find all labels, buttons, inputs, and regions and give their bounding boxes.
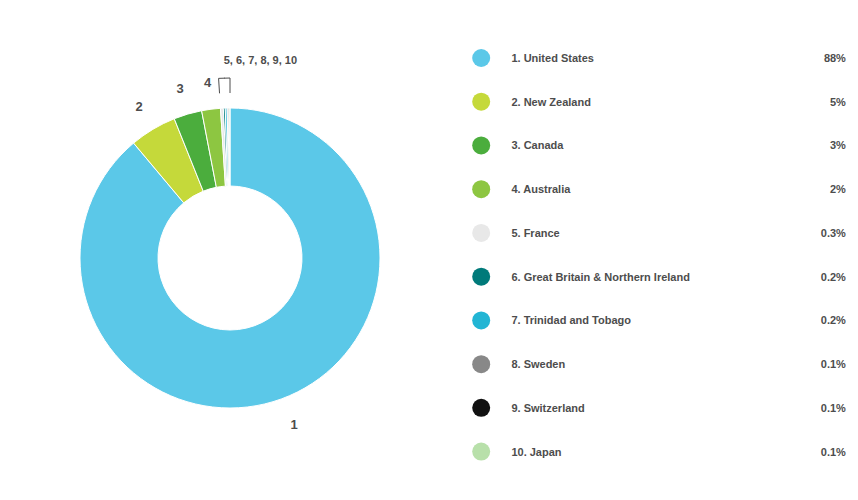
bracket-line xyxy=(224,78,226,79)
legend-value: 0.2% xyxy=(821,314,846,326)
slice xyxy=(227,108,229,186)
legend-swatch xyxy=(472,224,490,242)
bracket-line xyxy=(219,78,230,79)
bracket-line xyxy=(218,78,220,93)
slice-label: 1 xyxy=(291,417,298,432)
legend-value: 5% xyxy=(830,96,846,108)
slices xyxy=(80,108,380,408)
chart-svg: 1 2 3 4 5, 6, 7, 8, 9, 10 1. United States 88%… xyxy=(0,0,858,500)
slice xyxy=(228,108,229,186)
legend-value: 0.1% xyxy=(821,402,846,414)
slice xyxy=(225,108,228,186)
legend-swatch xyxy=(472,268,490,286)
legend-swatch xyxy=(472,399,490,417)
legend-label: 3. Canada xyxy=(511,139,564,151)
page-body: {"chart_data": {"type": "pie", "categori… xyxy=(0,0,858,500)
bracket-line xyxy=(230,78,231,93)
legend-value: 0.2% xyxy=(821,271,846,283)
legend-label: 4. Australia xyxy=(511,183,571,195)
page: Donut chart html, body { margin: 0; padd… xyxy=(0,0,858,500)
legend-value: 0.1% xyxy=(821,358,846,370)
legend-value: 2% xyxy=(830,183,846,195)
legend-swatch xyxy=(472,136,490,154)
legend-swatch xyxy=(472,49,490,67)
legend-label: 1. United States xyxy=(511,52,594,64)
chart-container: 1 2 3 4 5, 6, 7, 8, 9, 10 1. United States 88%… xyxy=(0,0,858,500)
legend-swatch xyxy=(472,443,490,461)
legend-swatch xyxy=(472,355,490,373)
legend-label: 8. Sweden xyxy=(511,358,565,370)
slice-label: 3 xyxy=(177,81,184,96)
slice-label: 2 xyxy=(135,99,142,114)
legend-label: 9. Switzerland xyxy=(511,402,584,414)
legend-swatch xyxy=(472,93,490,111)
legend-value: 3% xyxy=(830,139,846,151)
legend-label: 7. Trinidad and Tobago xyxy=(511,314,631,326)
slice xyxy=(80,108,380,408)
group-bracket xyxy=(219,78,230,93)
group-label: 5, 6, 7, 8, 9, 10 xyxy=(224,54,297,66)
legend-value: 88% xyxy=(824,52,846,64)
slice xyxy=(229,108,231,186)
legend: 1. United States 88% 2. New Zealand 5% 3. Ca… xyxy=(472,49,846,461)
legend-swatch xyxy=(472,311,490,329)
legend-value: 0.1% xyxy=(821,446,846,458)
legend-label: 10. Japan xyxy=(511,446,561,458)
legend-label: 5. France xyxy=(511,227,559,239)
slice-label: 4 xyxy=(204,75,212,90)
legend-swatch xyxy=(472,180,490,198)
annotations: 1 2 3 4 5, 6, 7, 8, 9, 10 xyxy=(135,54,297,432)
legend-value: 0.3% xyxy=(821,227,846,239)
legend-label: 6. Great Britain & Northern Ireland xyxy=(511,271,689,283)
legend-label: 2. New Zealand xyxy=(511,96,590,108)
